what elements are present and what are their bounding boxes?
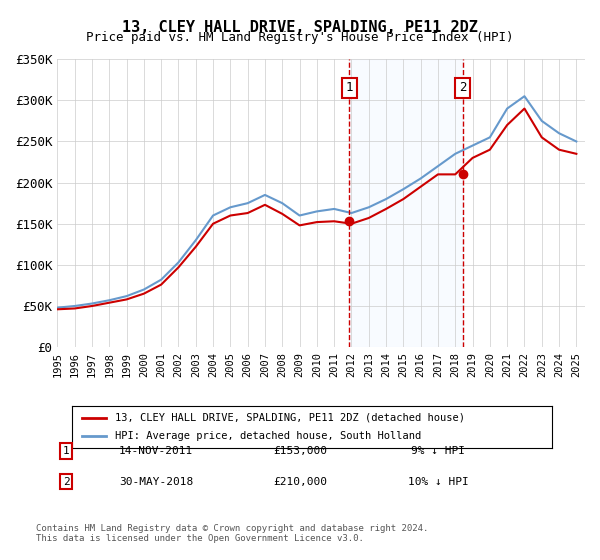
Text: HPI: Average price, detached house, South Holland: HPI: Average price, detached house, Sout… xyxy=(115,431,421,441)
Text: 1: 1 xyxy=(346,82,353,95)
Bar xyxy=(349,59,463,347)
Text: Contains HM Land Registry data © Crown copyright and database right 2024.
This d: Contains HM Land Registry data © Crown c… xyxy=(36,524,428,543)
Text: 13, CLEY HALL DRIVE, SPALDING, PE11 2DZ (detached house): 13, CLEY HALL DRIVE, SPALDING, PE11 2DZ … xyxy=(115,413,465,423)
Text: 14-NOV-2011: 14-NOV-2011 xyxy=(119,446,193,456)
Text: 1: 1 xyxy=(62,446,70,456)
Text: 9% ↓ HPI: 9% ↓ HPI xyxy=(411,446,465,456)
Text: 30-MAY-2018: 30-MAY-2018 xyxy=(119,477,193,487)
Text: 2: 2 xyxy=(62,477,70,487)
Text: 2: 2 xyxy=(459,82,466,95)
Text: £153,000: £153,000 xyxy=(273,446,327,456)
Text: 10% ↓ HPI: 10% ↓ HPI xyxy=(407,477,469,487)
Text: £210,000: £210,000 xyxy=(273,477,327,487)
Text: 13, CLEY HALL DRIVE, SPALDING, PE11 2DZ: 13, CLEY HALL DRIVE, SPALDING, PE11 2DZ xyxy=(122,20,478,35)
Text: Price paid vs. HM Land Registry's House Price Index (HPI): Price paid vs. HM Land Registry's House … xyxy=(86,31,514,44)
